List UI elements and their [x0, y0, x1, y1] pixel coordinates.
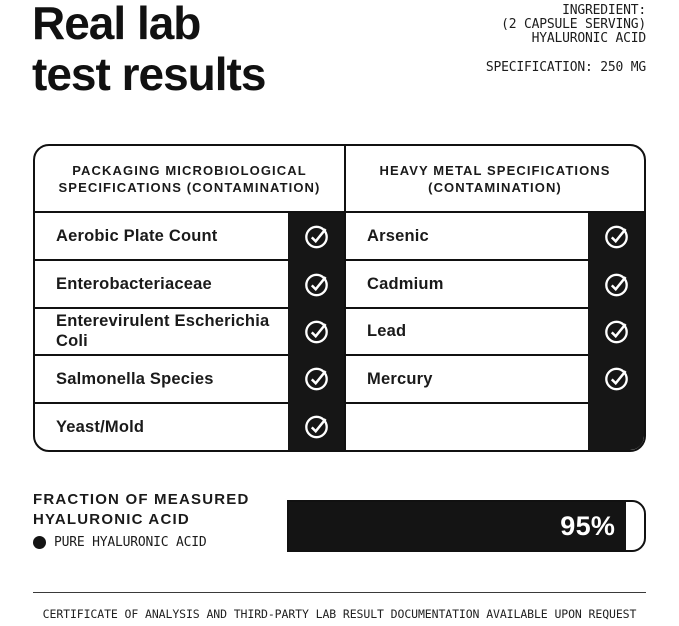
ingredient-serving: (2 CAPSULE SERVING)	[501, 16, 646, 32]
check-circle-icon	[304, 366, 329, 391]
check-circle-icon	[304, 272, 329, 297]
table-row	[346, 402, 644, 450]
check-circle-icon	[304, 414, 329, 439]
table-row: Yeast/Mold	[35, 402, 344, 450]
table-row: Mercury	[346, 354, 644, 402]
fraction-title: FRACTION OF MEASURED HYALURONIC ACID	[33, 490, 250, 529]
table-row: Lead	[346, 306, 644, 355]
fraction-bar-value: 95%	[560, 510, 616, 541]
check-slot	[288, 403, 344, 450]
spec-table-heavy-metal: HEAVY METAL SPECIFICATIONS (CONTAMINATIO…	[346, 146, 644, 450]
fraction-bar-track: 95%	[287, 500, 646, 552]
check-slot	[588, 213, 644, 260]
legend-label: PURE HYALURONIC ACID	[54, 535, 207, 550]
row-label: Enterobacteriaceae	[56, 274, 212, 293]
row-label: Mercury	[367, 370, 433, 389]
row-label: Lead	[367, 322, 407, 341]
check-circle-icon	[304, 319, 329, 344]
fraction-title-line1: FRACTION OF MEASURED	[33, 491, 250, 508]
micro-check-column	[288, 213, 344, 450]
row-label: Yeast/Mold	[56, 418, 145, 437]
spec-tables: PACKAGING MICROBIOLOGICAL SPECIFICATIONS…	[33, 144, 646, 452]
check-slot	[588, 260, 644, 307]
check-slot	[588, 308, 644, 355]
page-title-line2: test results	[32, 48, 266, 100]
metal-table-rows: Arsenic Cadmium Lead Mercury	[346, 213, 644, 450]
check-slot	[288, 308, 344, 355]
table-row: Enterobacteriaceae	[35, 258, 344, 307]
legend-dot-icon	[33, 536, 46, 549]
fraction-title-line2: HYALURONIC ACID	[33, 510, 190, 528]
table-row: Enterevirulent Escherichia Coli	[35, 306, 344, 355]
check-circle-icon	[604, 319, 629, 344]
check-circle-icon	[304, 224, 329, 249]
check-circle-icon	[604, 366, 629, 391]
ingredient-label: INGREDIENT:	[562, 3, 646, 18]
row-label: Enterevirulent Escherichia Coli	[56, 312, 270, 351]
row-label: Cadmium	[367, 274, 444, 293]
metal-header-line2: (CONTAMINATION)	[428, 179, 562, 195]
check-circle-icon	[604, 272, 629, 297]
metal-header-line1: HEAVY METAL SPECIFICATIONS	[379, 162, 611, 178]
table-row: Aerobic Plate Count	[35, 213, 344, 259]
micro-table-header: PACKAGING MICROBIOLOGICAL SPECIFICATIONS…	[35, 146, 344, 213]
page-title: Real lab test results	[32, 0, 266, 100]
micro-header-line2: SPECIFICATIONS (CONTAMINATION)	[58, 179, 321, 195]
ingredient-name: HYALURONIC ACID	[531, 30, 647, 46]
table-row: Arsenic	[346, 213, 644, 259]
page-title-line1: Real lab	[32, 0, 201, 49]
table-row: Salmonella Species	[35, 354, 344, 402]
check-circle-icon	[604, 224, 629, 249]
table-row: Cadmium	[346, 258, 644, 307]
check-slot	[288, 355, 344, 402]
spec-table-microbiological: PACKAGING MICROBIOLOGICAL SPECIFICATIONS…	[35, 146, 346, 450]
fraction-bar-fill: 95%	[289, 502, 627, 550]
ingredient-block: INGREDIENT: (2 CAPSULE SERVING) HYALURON…	[486, 4, 646, 75]
row-label: Aerobic Plate Count	[56, 226, 218, 245]
footer-note: CERTIFICATE OF ANALYSIS AND THIRD-PARTY …	[42, 607, 637, 621]
check-slot	[588, 403, 644, 450]
metal-check-column	[588, 213, 644, 450]
fraction-legend: PURE HYALURONIC ACID	[33, 535, 207, 550]
check-slot	[588, 355, 644, 402]
row-label: Arsenic	[367, 226, 429, 245]
metal-table-header: HEAVY METAL SPECIFICATIONS (CONTAMINATIO…	[346, 146, 644, 213]
footer-divider	[33, 592, 646, 593]
micro-header-line1: PACKAGING MICROBIOLOGICAL	[72, 162, 307, 178]
micro-table-rows: Aerobic Plate Count Enterobacteriaceae E…	[35, 213, 344, 450]
check-slot	[288, 260, 344, 307]
check-slot	[288, 213, 344, 260]
specification-text: SPECIFICATION: 250 MG	[485, 60, 646, 76]
row-label: Salmonella Species	[56, 370, 214, 389]
